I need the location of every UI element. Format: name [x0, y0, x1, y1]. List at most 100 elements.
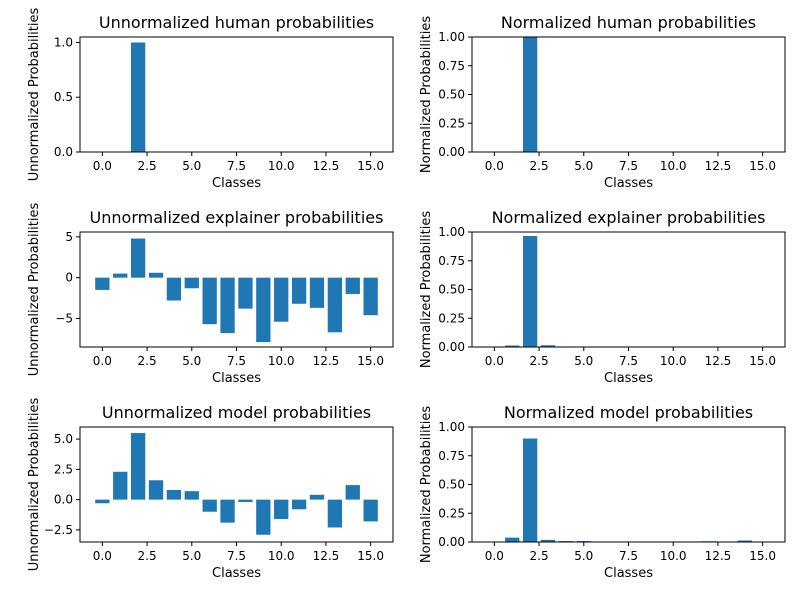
y-tick-label: 1.00	[438, 420, 465, 434]
y-tick-label: −5	[55, 311, 73, 325]
x-tick-label: 0.0	[93, 354, 112, 368]
y-tick-label: 1.00	[438, 225, 465, 239]
y-tick-label: 0.50	[438, 283, 465, 297]
x-axis-label: Classes	[604, 176, 653, 191]
y-axis-label: Unnormalized Probabilities	[27, 8, 42, 182]
chart-title: Normalized model probabilities	[504, 403, 753, 422]
subplot-5: 0.0 2.5 5.0 7.5 10.0 12.5 15.0 −2.5 0.0 2.5 5.0 Unn…	[27, 398, 394, 581]
bar	[505, 537, 520, 542]
bar	[274, 277, 289, 322]
bar	[166, 489, 182, 500]
y-tick-label: 0.75	[438, 59, 465, 73]
y-tick-label: 0.0	[54, 145, 73, 159]
bar	[166, 277, 182, 301]
x-tick-label: 0.0	[485, 549, 504, 563]
y-tick-label: 0.75	[438, 449, 465, 463]
x-tick-label: 10.0	[660, 549, 687, 563]
bar	[256, 277, 271, 343]
bar	[522, 236, 538, 347]
y-tick-label: 0.75	[438, 254, 465, 268]
y-tick-label: 0.25	[438, 116, 465, 130]
bar	[327, 277, 343, 333]
bar	[345, 485, 360, 500]
y-tick-label: 0.0	[54, 493, 73, 507]
x-tick-label: 15.0	[357, 354, 384, 368]
x-tick-label: 7.5	[619, 549, 638, 563]
x-tick-label: 0.0	[485, 354, 504, 368]
bar	[220, 277, 235, 334]
bar	[130, 433, 146, 500]
x-tick-label: 2.5	[530, 549, 549, 563]
x-tick-label: 7.5	[619, 159, 638, 173]
bar	[220, 499, 235, 523]
x-tick-label: 2.5	[530, 159, 549, 173]
x-tick-label: 2.5	[530, 354, 549, 368]
x-tick-label: 7.5	[227, 354, 246, 368]
chart-title: Unnormalized human probabilities	[99, 13, 374, 32]
y-tick-label: 1.0	[54, 35, 73, 49]
x-tick-label: 15.0	[749, 159, 776, 173]
x-tick-label: 2.5	[138, 354, 157, 368]
bar	[238, 277, 253, 309]
y-axis-label: Unnormalized Probabilities	[27, 398, 42, 572]
bar	[309, 277, 325, 308]
x-axis-label: Classes	[212, 176, 261, 191]
bar	[540, 345, 556, 347]
bar	[148, 480, 164, 500]
bar	[202, 277, 217, 325]
bar	[238, 499, 253, 503]
x-tick-label: 5.0	[574, 159, 593, 173]
x-tick-label: 7.5	[619, 354, 638, 368]
bar	[95, 499, 110, 504]
x-tick-label: 12.5	[705, 354, 732, 368]
y-tick-label: 0.25	[438, 311, 465, 325]
y-tick-label: 5.0	[54, 432, 73, 446]
y-tick-label: 0.00	[438, 340, 465, 354]
x-tick-label: 7.5	[227, 159, 246, 173]
x-tick-label: 5.0	[182, 159, 201, 173]
x-tick-label: 15.0	[749, 354, 776, 368]
x-axis-label: Classes	[604, 371, 653, 386]
x-axis-label: Classes	[604, 566, 653, 581]
x-tick-label: 7.5	[227, 549, 246, 563]
bar	[309, 494, 325, 500]
subplot-1: 0.0 2.5 5.0 7.5 10.0 12.5 15.0 0.0 0.5 1.0 Unnorma…	[27, 8, 394, 191]
y-tick-label: 0.5	[54, 90, 73, 104]
y-tick-label: 0.00	[438, 535, 465, 549]
bar	[737, 540, 752, 542]
x-tick-label: 10.0	[268, 549, 295, 563]
subplot-3: 0.0 2.5 5.0 7.5 10.0 12.5 15.0 −5 0 5 Unnormalized…	[27, 203, 394, 386]
x-tick-label: 2.5	[138, 549, 157, 563]
y-tick-label: 0.50	[438, 478, 465, 492]
bar	[291, 499, 307, 510]
bar	[113, 471, 128, 500]
y-tick-label: 0.25	[438, 506, 465, 520]
bar	[522, 438, 538, 542]
x-tick-label: 10.0	[268, 354, 295, 368]
x-tick-label: 5.0	[182, 549, 201, 563]
bar	[363, 499, 378, 522]
y-axis-label: Normalized Probabilities	[419, 16, 434, 173]
x-tick-label: 10.0	[660, 354, 687, 368]
x-tick-label: 2.5	[138, 159, 157, 173]
subplot-2: 0.0 2.5 5.0 7.5 10.0 12.5 15.0 0.00 0.25 0.50 0.75…	[419, 13, 786, 191]
y-tick-label: 0.50	[438, 88, 465, 102]
x-tick-label: 12.5	[705, 549, 732, 563]
x-tick-label: 12.5	[313, 549, 340, 563]
y-axis-label: Normalized Probabilities	[419, 211, 434, 368]
x-tick-label: 5.0	[574, 549, 593, 563]
x-tick-label: 10.0	[660, 159, 687, 173]
y-axis-label: Unnormalized Probabilities	[27, 203, 42, 377]
subplot-6: 0.0 2.5 5.0 7.5 10.0 12.5 15.0 0.00 0.25 0.50 0.75…	[419, 403, 786, 581]
chart-title: Normalized explainer probabilities	[492, 208, 766, 227]
x-tick-label: 10.0	[268, 159, 295, 173]
x-tick-label: 15.0	[357, 549, 384, 563]
x-tick-label: 0.0	[485, 159, 504, 173]
x-axis-label: Classes	[212, 371, 261, 386]
bar	[540, 539, 556, 542]
bar	[256, 499, 271, 535]
bar	[327, 499, 343, 528]
bar	[148, 272, 164, 278]
